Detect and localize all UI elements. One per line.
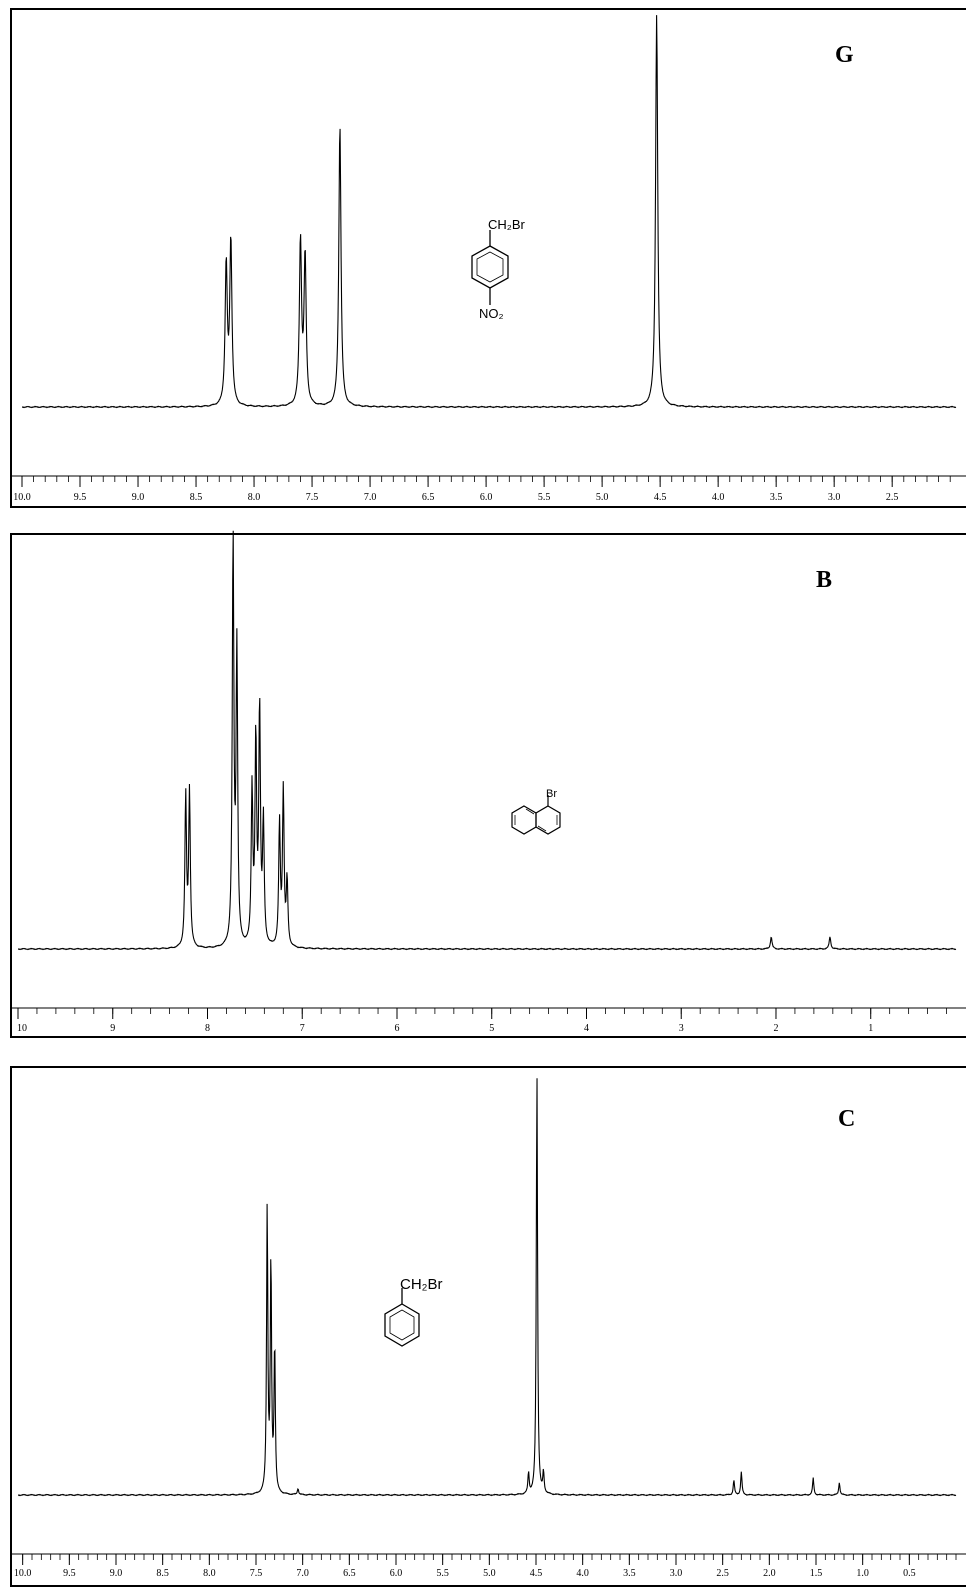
x-tick-label: 0.5 [903,1568,916,1579]
spectrum-plot: CH₂Br 10.0 9.5 9.0 8.5 8.0 7.5 7.0 6.5 6.0 5.5 5.0… [12,1078,966,1579]
double-bond [537,825,547,832]
x-tick-label: 5.0 [483,1568,496,1579]
x-tick-label: 2.0 [763,1568,776,1579]
substituent-bottom-label: NO₂ [479,306,504,321]
x-tick-label: 9.5 [74,492,87,503]
benzene-ring [384,1303,420,1347]
benzene-inner-ring [476,251,504,283]
x-tick-label: 7 [300,1023,305,1034]
spectrum-trace [17,1078,957,1497]
spectrum-plot: CH₂Br NO₂ 10.0 9.5 9.0 8.5 8.0 7.5 7.0 6.5 6.0 5.… [12,15,966,503]
x-tick-label: 6 [394,1023,399,1034]
x-tick-label: 10.0 [14,1568,32,1579]
x-tick-label: 8.5 [190,492,203,503]
x-tick-label: 4 [584,1023,589,1034]
x-tick-label: 9 [110,1023,115,1034]
x-tick-label: 4.5 [530,1568,543,1579]
substituent-top-label: CH₂Br [400,1276,443,1293]
x-tick-label: 9.0 [110,1568,123,1579]
x-tick-label: 7.5 [306,492,319,503]
x-tick-label: 6.5 [422,492,435,503]
panel-label: B [816,567,833,593]
x-tick-label: 8 [205,1023,210,1034]
x-tick-label: 1.5 [810,1568,823,1579]
substituent-top-label: CH₂Br [488,217,525,232]
x-tick-label: 5 [489,1023,494,1034]
x-tick-label: 6.5 [343,1568,356,1579]
x-tick-label: 6.0 [390,1568,403,1579]
naphthalene-ring-left [511,805,537,835]
spectrum-trace [21,15,957,409]
x-tick-label: 5.0 [596,492,609,503]
spectrum-plot: Br 10 9 8 7 6 5 4 3 2 1 [12,530,966,1034]
structure-4-nitrobenzyl-bromide: CH₂Br NO₂ [471,217,525,321]
double-bond [525,808,535,815]
x-tick-label: 7.0 [296,1568,309,1579]
panel-label: G [835,42,854,68]
structure-benzyl-bromide: CH₂Br [384,1276,443,1347]
x-tick-label: 2.5 [886,492,899,503]
x-tick-label: 9.0 [132,492,145,503]
x-tick-label: 10 [17,1023,27,1034]
x-tick-label: 8.5 [156,1568,169,1579]
structure-1-bromonaphthalene: Br [511,788,561,835]
x-tick-label: 5.5 [436,1568,449,1579]
x-tick-label: 3.0 [828,492,841,503]
x-tick-label: 7.5 [250,1568,263,1579]
x-tick-label: 4.0 [576,1568,589,1579]
x-tick-label: 9.5 [63,1568,76,1579]
x-tick-label: 4.5 [654,492,667,503]
x-tick-label: 1.0 [856,1568,869,1579]
naphthalene-ring-right [535,805,561,835]
x-tick-label: 3.5 [623,1568,636,1579]
x-tick-label: 2 [773,1023,778,1034]
benzene-inner-ring [389,1309,415,1341]
x-tick-label: 1 [868,1023,873,1034]
x-tick-label: 10.0 [13,492,31,503]
x-tick-label: 5.5 [538,492,551,503]
spectrum-panel-g: G CH₂Br NO₂ 10.0 9.5 9.0 8.5 8.0 7.5 7.0 6.5 6.0… [10,8,966,508]
x-tick-label: 6.0 [480,492,493,503]
x-tick-label: 7.0 [364,492,377,503]
x-tick-label: 3.5 [770,492,783,503]
spectrum-trace [17,530,957,951]
substituent-top-label: Br [546,788,557,800]
x-tick-label: 8.0 [248,492,261,503]
x-tick-label: 8.0 [203,1568,216,1579]
panel-label: C [838,1106,856,1132]
x-tick-label: 4.0 [712,492,725,503]
x-tick-label: 3.0 [670,1568,683,1579]
x-tick-label: 3 [679,1023,684,1034]
x-tick-label: 2.5 [716,1568,729,1579]
spectrum-panel-c: C CH₂Br 10.0 9.5 9.0 8.5 8.0 7.5 7.0 6.5 6.0 5.5 5… [10,1066,966,1587]
spectrum-panel-b: B Br 10 9 8 7 6 5 4 3 2 1 [10,530,966,1038]
